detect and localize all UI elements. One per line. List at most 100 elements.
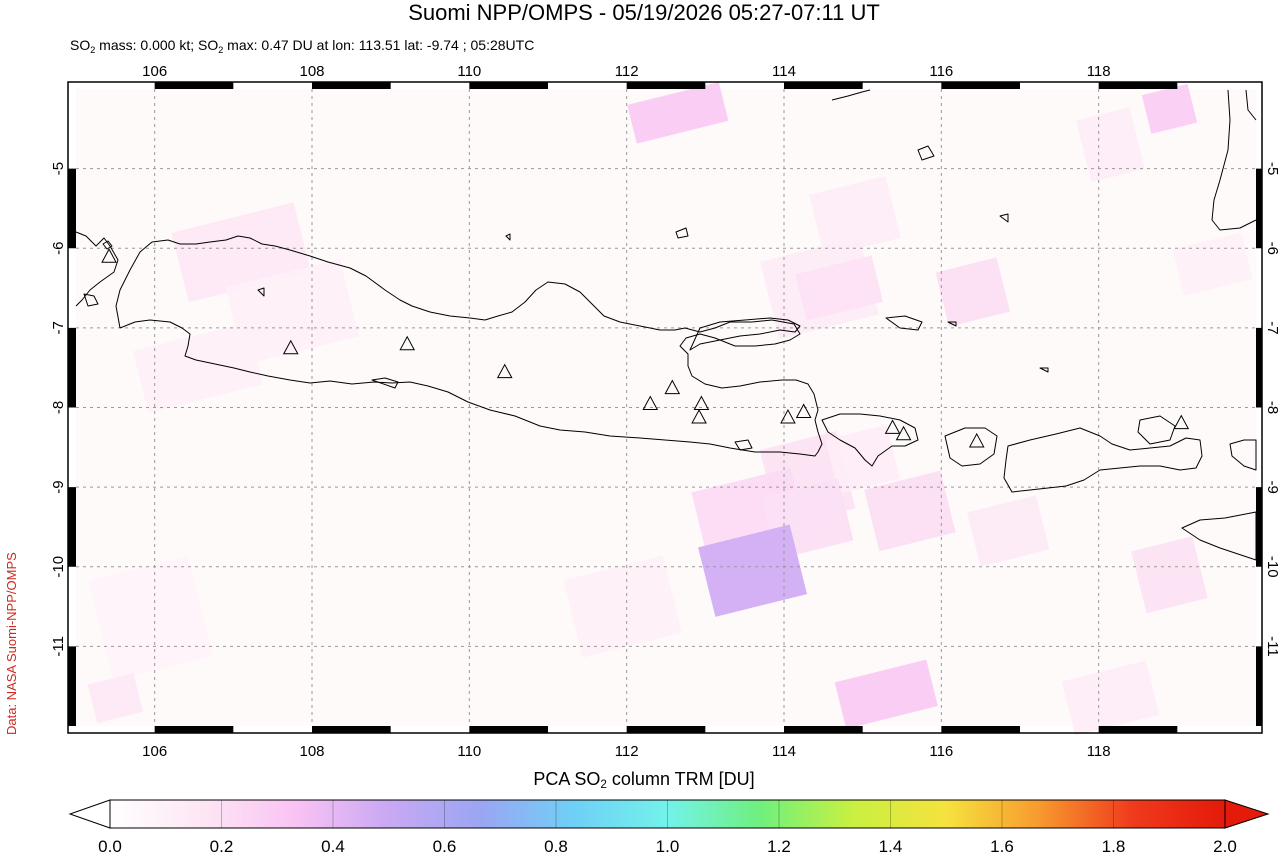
- lat-tick-label-left: -7: [50, 321, 67, 334]
- volcano-icon: [1173, 414, 1190, 430]
- lon-tick-label-bottom: 114: [772, 743, 796, 760]
- frame-segments: [68, 82, 1262, 733]
- coastline-lombok: [944, 427, 998, 467]
- lat-tick-label-right: -11: [1264, 636, 1281, 657]
- subtitle-part: SO: [70, 37, 91, 53]
- lat-tick-label-left: -9: [50, 480, 67, 493]
- so2-pixel: [967, 495, 1050, 567]
- lon-tick-label-top: 112: [615, 63, 639, 80]
- coastline-small-5: [1039, 367, 1049, 373]
- lon-tick-label-top: 116: [929, 63, 953, 80]
- subtitle-subscript: 2: [90, 45, 96, 55]
- frame-segment-right: [1256, 487, 1262, 567]
- colorbar-tick-label: 1.8: [1102, 837, 1126, 855]
- coastline-sangeang: [1137, 415, 1176, 445]
- frame-segment-left: [68, 487, 76, 567]
- so2-pixel: [1141, 83, 1198, 134]
- so2-pixel: [88, 555, 213, 682]
- volcano-icon: [399, 335, 416, 351]
- coastline-small-3: [917, 145, 935, 161]
- lat-tick-label-right: -10: [1264, 556, 1281, 578]
- frame-segment-left: [68, 327, 76, 408]
- volcano-icon: [693, 395, 710, 411]
- coastline-karimunjawa: [505, 233, 511, 241]
- colorbar-tick-label: 0.0: [98, 837, 122, 855]
- coastline-sumatra: [75, 231, 119, 307]
- volcano-icon: [691, 409, 707, 424]
- frame-segment-bottom: [469, 726, 548, 733]
- lon-tick-label-bottom: 106: [142, 743, 167, 760]
- map-title: Suomi NPP/OMPS - 05/19/2026 05:27-07:11 …: [408, 0, 880, 25]
- so2-summary-subtitle: SO2 mass: 0.000 kt; SO2 max: 0.47 DU at …: [70, 36, 534, 59]
- frame-segment-top: [626, 82, 706, 89]
- frame-segment-bottom: [784, 726, 863, 733]
- colorbar-tick-label: 0.6: [433, 837, 457, 855]
- coastline-kangean: [885, 315, 923, 331]
- lat-tick-label-left: -10: [50, 556, 67, 578]
- coastline-krakatau: [102, 240, 113, 250]
- frame-segment-bottom: [154, 726, 234, 733]
- colorbar-tick-label: 1.2: [767, 837, 791, 855]
- volcano-icon: [884, 419, 901, 434]
- volcano-markers: [101, 248, 1190, 448]
- lat-tick-label-left: -11: [50, 636, 67, 657]
- lon-tick-label-top: 118: [1087, 63, 1111, 80]
- coastline-small-4: [947, 321, 957, 327]
- so2-pixel: [627, 82, 729, 144]
- lat-tick-label-right: -9: [1264, 480, 1281, 493]
- coastline-kalimantan: [831, 89, 1257, 231]
- so2-pixel: [132, 322, 263, 413]
- so2-pixel: [863, 470, 956, 552]
- coastline: [75, 89, 1257, 561]
- colorbar: 0.0 0.2 0.4 0.6 0.8 1.0 1.2 1.4 1.6 1.8 2.0: [68, 799, 1270, 855]
- colorbar-low-arrow: [68, 799, 111, 829]
- colorbar-label-part: PCA SO: [533, 769, 601, 789]
- lon-tick-label-bottom: 108: [299, 743, 324, 760]
- frame-segment-top: [941, 82, 1020, 89]
- frame-segment-left: [68, 646, 76, 726]
- coastline-small-2: [999, 213, 1009, 223]
- so2-pixel: [1061, 660, 1160, 736]
- lon-tick-label-bottom: 118: [1087, 743, 1111, 760]
- volcano-icon: [968, 432, 985, 448]
- coastline-flores: [1229, 439, 1257, 471]
- so2-pixel: [1076, 107, 1145, 183]
- frame-segment-bottom: [941, 726, 1020, 733]
- colorbar-label: PCA SO2 column TRM [DU]: [0, 768, 1288, 796]
- lat-tick-label-right: -6: [1264, 242, 1281, 255]
- colorbar-label-part: column TRM [DU]: [606, 769, 755, 789]
- so2-pixel: [795, 255, 884, 321]
- lon-tick-label-bottom: 116: [929, 743, 953, 760]
- subtitle-part: max: 0.47 DU at lon: 113.51 lat: -9.74 ;…: [223, 37, 535, 53]
- so2-pixel: [563, 555, 682, 658]
- lat-tick-label-left: -5: [50, 162, 67, 175]
- coastline-bawean: [675, 227, 689, 239]
- coastline-bali: [821, 413, 919, 467]
- frame-segment-bottom: [1098, 726, 1178, 733]
- axis-tick-labels: 106 106 108 108 110 110 112 112 114 114 116 116 118 1…: [50, 63, 1281, 760]
- colorbar-tick-label: 1.0: [656, 837, 680, 855]
- frame-segment-top: [469, 82, 548, 89]
- volcano-icon: [664, 379, 681, 395]
- frame-segment-top: [1098, 82, 1178, 89]
- frame-segment-left: [68, 168, 76, 249]
- lat-tick-label-right: -7: [1264, 321, 1281, 334]
- frame-segment-bottom: [626, 726, 706, 733]
- colorbar-tick-label: 1.4: [879, 837, 903, 855]
- coastline-nusa-kambangan: [371, 377, 399, 389]
- frame-segment-top: [312, 82, 391, 89]
- graticule: [76, 89, 1256, 726]
- colorbar-tick-label: 0.2: [210, 837, 234, 855]
- volcano-icon: [282, 339, 299, 355]
- lat-tick-label-right: -8: [1264, 401, 1281, 414]
- lat-tick-label-left: -6: [50, 242, 67, 255]
- lat-tick-label-right: -5: [1264, 162, 1281, 175]
- so2-pixel: [808, 175, 901, 257]
- frame-segment-right: [1256, 168, 1262, 249]
- volcano-icon: [795, 403, 812, 418]
- frame-segment-right: [1256, 646, 1262, 726]
- coastline-small-1: [257, 287, 265, 297]
- subtitle-subscript: 2: [218, 45, 224, 55]
- frame-segment-top: [784, 82, 863, 89]
- lon-tick-label-top: 106: [142, 63, 167, 80]
